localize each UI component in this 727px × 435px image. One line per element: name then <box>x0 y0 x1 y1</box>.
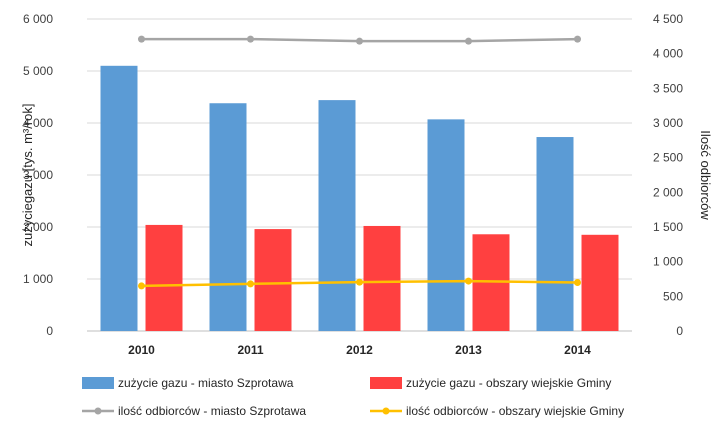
left-tick-label: 6 000 <box>23 12 53 26</box>
left-tick-label: 1 000 <box>23 272 53 286</box>
line-marker <box>356 37 363 45</box>
legend-marker <box>382 407 390 415</box>
bars <box>100 65 619 332</box>
legend-label: zużycie gazu - obszary wiejskie Gminy <box>406 376 611 390</box>
bar-obszary-wiejskie <box>581 234 619 331</box>
legend-label: zużycie gazu - miasto Szprotawa <box>118 376 294 390</box>
right-tick-label: 0 <box>676 324 683 338</box>
right-tick-label: 500 <box>663 289 683 303</box>
legend-swatch <box>82 377 114 389</box>
right-tick-label: 1 000 <box>653 255 683 269</box>
left-tick-label: 3 000 <box>23 168 53 182</box>
right-axis-ticks: 0 500 1 000 1 500 2 000 2 500 3 000 3 500 4 000 4… <box>653 12 683 338</box>
line-marker <box>356 278 363 286</box>
line-marker <box>247 35 254 43</box>
legend-label: ilość odbiorców - miasto Szprotawa <box>118 404 306 418</box>
left-tick-label: 5 000 <box>23 64 53 78</box>
right-tick-label: 4 500 <box>653 12 683 26</box>
x-tick-label: 2013 <box>455 343 482 357</box>
x-tick-label: 2014 <box>564 343 591 357</box>
legend: zużycie gazu - miasto Szprotawa zużycie g… <box>82 376 624 418</box>
left-tick-label: 4 000 <box>23 116 53 130</box>
line-marker <box>574 278 581 286</box>
x-tick-label: 2012 <box>346 343 373 357</box>
right-tick-label: 1 500 <box>653 220 683 234</box>
right-tick-label: 2 000 <box>653 185 683 199</box>
bar-miasto-szprotawa <box>427 119 465 331</box>
bar-obszary-wiejskie <box>363 225 401 331</box>
right-tick-label: 2 500 <box>653 151 683 165</box>
right-axis-title: Ilość odbiorców <box>698 130 713 220</box>
legend-swatch <box>370 377 402 389</box>
bar-miasto-szprotawa <box>536 137 574 331</box>
line-marker <box>465 37 472 45</box>
series-lines <box>138 35 581 290</box>
bar-miasto-szprotawa <box>209 103 247 332</box>
right-tick-label: 3 000 <box>653 116 683 130</box>
left-axis-ticks: 0 1 000 2 000 3 000 4 000 5 000 6 000 <box>23 12 53 338</box>
legend-label: ilość odbiorców - obszary wiejskie Gminy <box>406 404 624 418</box>
left-tick-label: 0 <box>46 324 53 338</box>
x-axis-ticks: 2010 2011 2012 2013 2014 <box>128 343 591 357</box>
right-tick-label: 3 500 <box>653 81 683 95</box>
line-marker <box>138 282 145 290</box>
left-tick-label: 2 000 <box>23 220 53 234</box>
right-tick-label: 4 000 <box>653 47 683 61</box>
line-marker <box>138 35 145 43</box>
x-tick-label: 2010 <box>128 343 155 357</box>
bar-obszary-wiejskie <box>145 224 183 331</box>
bar-miasto-szprotawa <box>100 65 138 332</box>
line-marker <box>247 280 254 288</box>
bar-obszary-wiejskie <box>254 229 292 331</box>
line-marker <box>574 35 581 43</box>
x-tick-label: 2011 <box>237 343 263 357</box>
line-marker <box>465 277 472 285</box>
bar-miasto-szprotawa <box>318 100 356 332</box>
legend-marker <box>94 407 102 415</box>
left-axis-title: zużyciegazu [tys. m³/rok] <box>20 103 35 246</box>
